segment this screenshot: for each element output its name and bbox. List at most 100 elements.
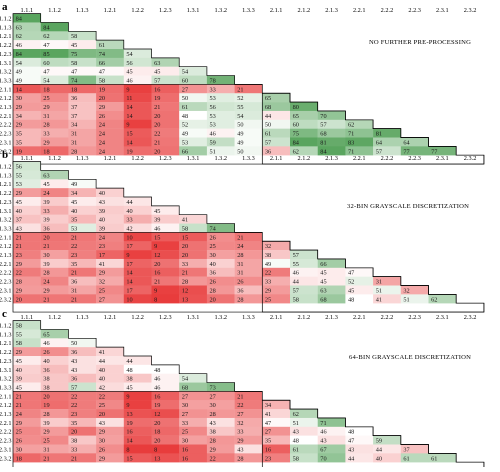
- cell-value: 24: [99, 148, 106, 155]
- cell-value: 46: [126, 77, 132, 84]
- heatmap-cell: [206, 276, 235, 286]
- heatmap-cell: [68, 294, 97, 304]
- heatmap-cell: [206, 426, 235, 436]
- column-label: 2.2.2: [381, 155, 394, 162]
- row-label: 2.2.1: [0, 113, 12, 120]
- row-label: 1.3.1: [0, 367, 12, 374]
- cell-value: 64: [376, 139, 383, 146]
- cell-value: 39: [99, 208, 105, 215]
- cell-value: 41: [376, 296, 382, 303]
- heatmap-cell: [68, 179, 97, 189]
- cell-value: 21: [154, 279, 160, 286]
- heatmap-cell: [96, 66, 124, 76]
- row-label: 1.2.1: [0, 33, 12, 40]
- heatmap-cell: [179, 214, 208, 224]
- column-label: 1.2.2: [131, 155, 144, 162]
- cell-value: 16: [265, 446, 271, 453]
- heatmap-cell: [206, 119, 235, 129]
- heatmap-cell: [400, 285, 429, 295]
- cell-value: 28: [210, 287, 216, 294]
- heatmap-cell: [96, 356, 124, 366]
- cell-value: 58: [71, 33, 77, 40]
- heatmap-cell: [290, 285, 318, 295]
- cell-value: 46: [43, 340, 49, 347]
- cell-value: 33: [265, 279, 271, 286]
- column-label: 1.1.3: [76, 314, 89, 321]
- heatmap-cell: [179, 93, 208, 103]
- cell-value: 77: [403, 148, 409, 155]
- cell-value: 41: [265, 411, 271, 418]
- cell-value: 64: [403, 139, 410, 146]
- heatmap-cell: [40, 453, 69, 463]
- cell-value: 53: [210, 113, 216, 120]
- heatmap-cell: [262, 417, 291, 427]
- cell-value: 46: [154, 384, 160, 391]
- heatmap-cell: [13, 66, 41, 76]
- cell-value: 46: [154, 225, 160, 232]
- cell-value: 21: [16, 402, 22, 409]
- heatmap-cell: [400, 294, 429, 304]
- heatmap-cell: [428, 294, 457, 304]
- heatmap-cell: [68, 267, 97, 277]
- cell-value: 49: [237, 139, 243, 146]
- heatmap-cell: [373, 276, 401, 286]
- column-label: 2.2.1: [353, 314, 366, 321]
- cell-value: 71: [348, 148, 354, 155]
- heatmap-cell: [96, 400, 124, 410]
- cell-value: 56: [16, 164, 22, 171]
- heatmap-cell: [13, 241, 41, 251]
- heatmap-cell: [262, 102, 291, 112]
- heatmap-cell: [40, 382, 69, 392]
- cell-value: 33: [71, 446, 77, 453]
- row-label: 1.1.3: [0, 331, 12, 338]
- column-label: 1.3.2: [214, 155, 227, 162]
- cell-value: 40: [71, 208, 77, 215]
- cell-value: 34: [16, 113, 23, 120]
- cell-value: 49: [182, 131, 188, 138]
- cell-value: 58: [16, 340, 22, 347]
- row-label: 1.2.1: [0, 340, 12, 347]
- heatmap-cell: [40, 391, 69, 401]
- cell-value: 62: [431, 296, 437, 303]
- cell-value: 28: [43, 411, 49, 418]
- cell-value: 50: [71, 340, 77, 347]
- cell-value: 55: [16, 172, 22, 179]
- heatmap-cell: [206, 444, 235, 454]
- cell-value: 27: [99, 296, 105, 303]
- cell-value: 15: [126, 131, 132, 138]
- heatmap-cell: [96, 453, 124, 463]
- cell-value: 37: [71, 104, 77, 111]
- row-label: 2.2.3: [0, 438, 12, 445]
- heatmap-cell: [151, 294, 180, 304]
- column-label: 2.1.1: [270, 7, 283, 14]
- heatmap-cell: [40, 276, 69, 286]
- cell-value: 25: [210, 243, 216, 250]
- cell-value: 81: [376, 131, 382, 138]
- heatmap-cell: [123, 258, 152, 268]
- heatmap-cell: [206, 241, 235, 251]
- cell-value: 21: [16, 393, 22, 400]
- heatmap-panel-a: a 1.1.1 1.1.2 1.1.3 1.2.1 1.2.2 1.2.3 1.3.1 1.3.…: [0, 1, 485, 165]
- heatmap-cell: [13, 205, 41, 215]
- cell-value: 40: [99, 190, 105, 197]
- heatmap-cell: [179, 267, 208, 277]
- heatmap-cell: [373, 285, 401, 295]
- column-label: 2.1.1: [270, 314, 283, 321]
- cell-value: 40: [16, 367, 22, 374]
- heatmap-cell: [317, 426, 346, 436]
- cell-value: 20: [182, 252, 188, 259]
- heatmap-cell: [262, 146, 291, 156]
- heatmap-cell: [40, 49, 69, 59]
- heatmap-cell: [68, 250, 97, 260]
- heatmap-cell: [290, 137, 318, 147]
- heatmap-cell: [96, 93, 124, 103]
- heatmap-cell: [68, 223, 97, 233]
- cell-value: 52: [348, 279, 354, 286]
- cell-value: 27: [265, 429, 271, 436]
- cell-value: 38: [265, 252, 271, 259]
- heatmap-cell: [317, 128, 346, 138]
- row-label: 2.1.3: [0, 252, 12, 259]
- row-label: 2.2.3: [0, 131, 12, 138]
- heatmap-cell: [123, 373, 152, 383]
- heatmap-cell: [68, 444, 97, 454]
